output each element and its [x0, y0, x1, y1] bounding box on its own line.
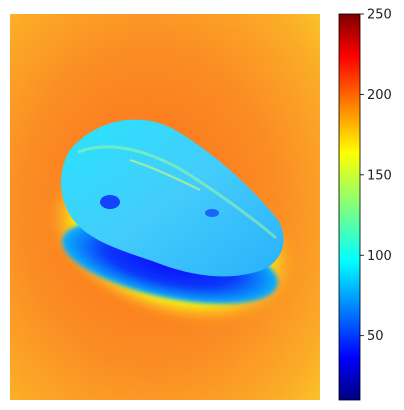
colorbar-ticks: 250 200 150 100 50 — [360, 8, 392, 344]
colorbar-tick-label: 250 — [367, 8, 392, 23]
colorbar-gradient — [338, 13, 361, 401]
colorbar-tick-label: 200 — [367, 88, 392, 103]
colorbar-tick-label: 150 — [367, 168, 392, 183]
image-panel — [10, 14, 320, 400]
colorbar: 250 200 150 100 50 — [338, 8, 392, 401]
colorbar-tick-label: 100 — [367, 249, 392, 264]
colorbar-tick-label: 50 — [367, 329, 384, 344]
